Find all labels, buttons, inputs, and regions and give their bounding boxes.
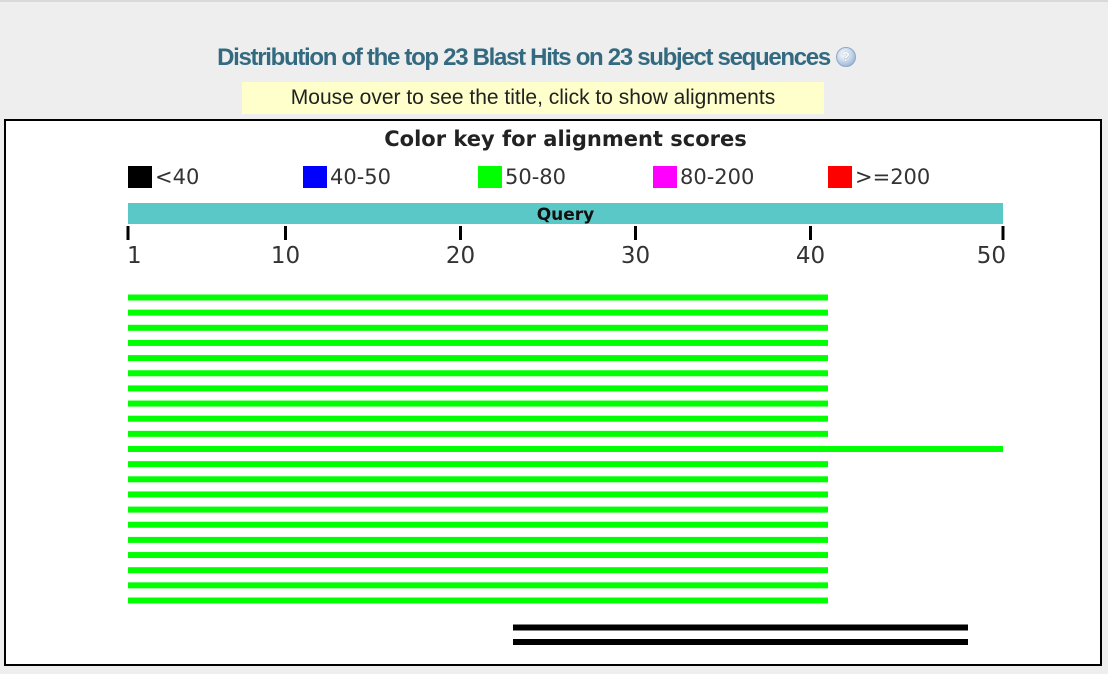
axis-tick-20 bbox=[459, 226, 462, 240]
hit-bar-20[interactable] bbox=[128, 582, 828, 589]
top-border bbox=[0, 0, 1108, 2]
hit-bar-22[interactable] bbox=[513, 624, 968, 631]
axis-tick-1 bbox=[126, 226, 130, 240]
query-label: Query bbox=[537, 205, 595, 225]
bottom-strip bbox=[0, 666, 1108, 674]
axis-tick-10 bbox=[284, 226, 287, 240]
legend-swatch-0 bbox=[128, 166, 152, 188]
axis-tick-label-50: 50 bbox=[977, 243, 1006, 269]
hit-bar-18[interactable] bbox=[128, 552, 828, 559]
hit-bar-8[interactable] bbox=[128, 400, 828, 407]
hit-bar-4[interactable] bbox=[128, 339, 828, 346]
title-row: Distribution of the top 23 Blast Hits on… bbox=[0, 44, 1073, 72]
hit-bar-6[interactable] bbox=[128, 370, 828, 377]
legend-label-1: 40-50 bbox=[330, 165, 391, 189]
axis-tick-label-20: 20 bbox=[446, 243, 475, 269]
legend-label-0: <40 bbox=[155, 165, 199, 189]
axis-tick-label-30: 30 bbox=[621, 243, 650, 269]
hit-bar-12[interactable] bbox=[128, 461, 828, 468]
axis-tick-label-10: 10 bbox=[271, 243, 300, 269]
hit-bar-16[interactable] bbox=[128, 521, 828, 528]
hit-bar-21[interactable] bbox=[128, 597, 828, 604]
hit-bar-9[interactable] bbox=[128, 415, 828, 422]
axis-tick-40 bbox=[809, 226, 812, 240]
help-icon[interactable]: ? bbox=[835, 47, 856, 67]
hit-bar-10[interactable] bbox=[128, 430, 828, 437]
page-title: Distribution of the top 23 Blast Hits on… bbox=[217, 44, 831, 71]
chart-title: Color key for alignment scores bbox=[384, 127, 746, 151]
blast-hits-chart: Color key for alignment scores <40 40-50 50… bbox=[4, 119, 1102, 666]
hit-bar-7[interactable] bbox=[128, 385, 828, 392]
hit-bar-5[interactable] bbox=[128, 355, 828, 362]
hit-bar-3[interactable] bbox=[128, 324, 828, 331]
legend-label-2: 50-80 bbox=[505, 165, 566, 189]
hit-bar-17[interactable] bbox=[128, 536, 828, 543]
axis-tick-30 bbox=[634, 226, 637, 240]
query-bar bbox=[128, 203, 1003, 224]
hit-bar-15[interactable] bbox=[128, 506, 828, 513]
hit-bar-19[interactable] bbox=[128, 567, 828, 574]
legend-swatch-3 bbox=[653, 166, 677, 188]
hit-bar-11[interactable] bbox=[128, 446, 1003, 452]
axis-tick-label-40: 40 bbox=[796, 243, 825, 269]
chart-canvas: Color key for alignment scores <40 40-50 50… bbox=[126, 127, 1006, 645]
legend-swatch-4 bbox=[828, 166, 852, 188]
legend-label-3: 80-200 bbox=[680, 165, 754, 189]
hit-bar-14[interactable] bbox=[128, 491, 828, 498]
legend-label-4: >=200 bbox=[855, 165, 930, 189]
legend-swatch-2 bbox=[478, 166, 502, 188]
axis-tick-50 bbox=[1001, 226, 1005, 240]
help-icon-glyph: ? bbox=[841, 49, 850, 64]
legend-swatch-1 bbox=[303, 166, 327, 188]
hit-bar-23[interactable] bbox=[513, 639, 968, 645]
axis-tick-label-1: 1 bbox=[127, 243, 142, 269]
hit-bar-13[interactable] bbox=[128, 476, 828, 483]
mouseover-hint: Mouse over to see the title, click to sh… bbox=[242, 82, 824, 114]
hit-bar-1[interactable] bbox=[128, 294, 828, 301]
hit-bar-2[interactable] bbox=[128, 309, 828, 316]
